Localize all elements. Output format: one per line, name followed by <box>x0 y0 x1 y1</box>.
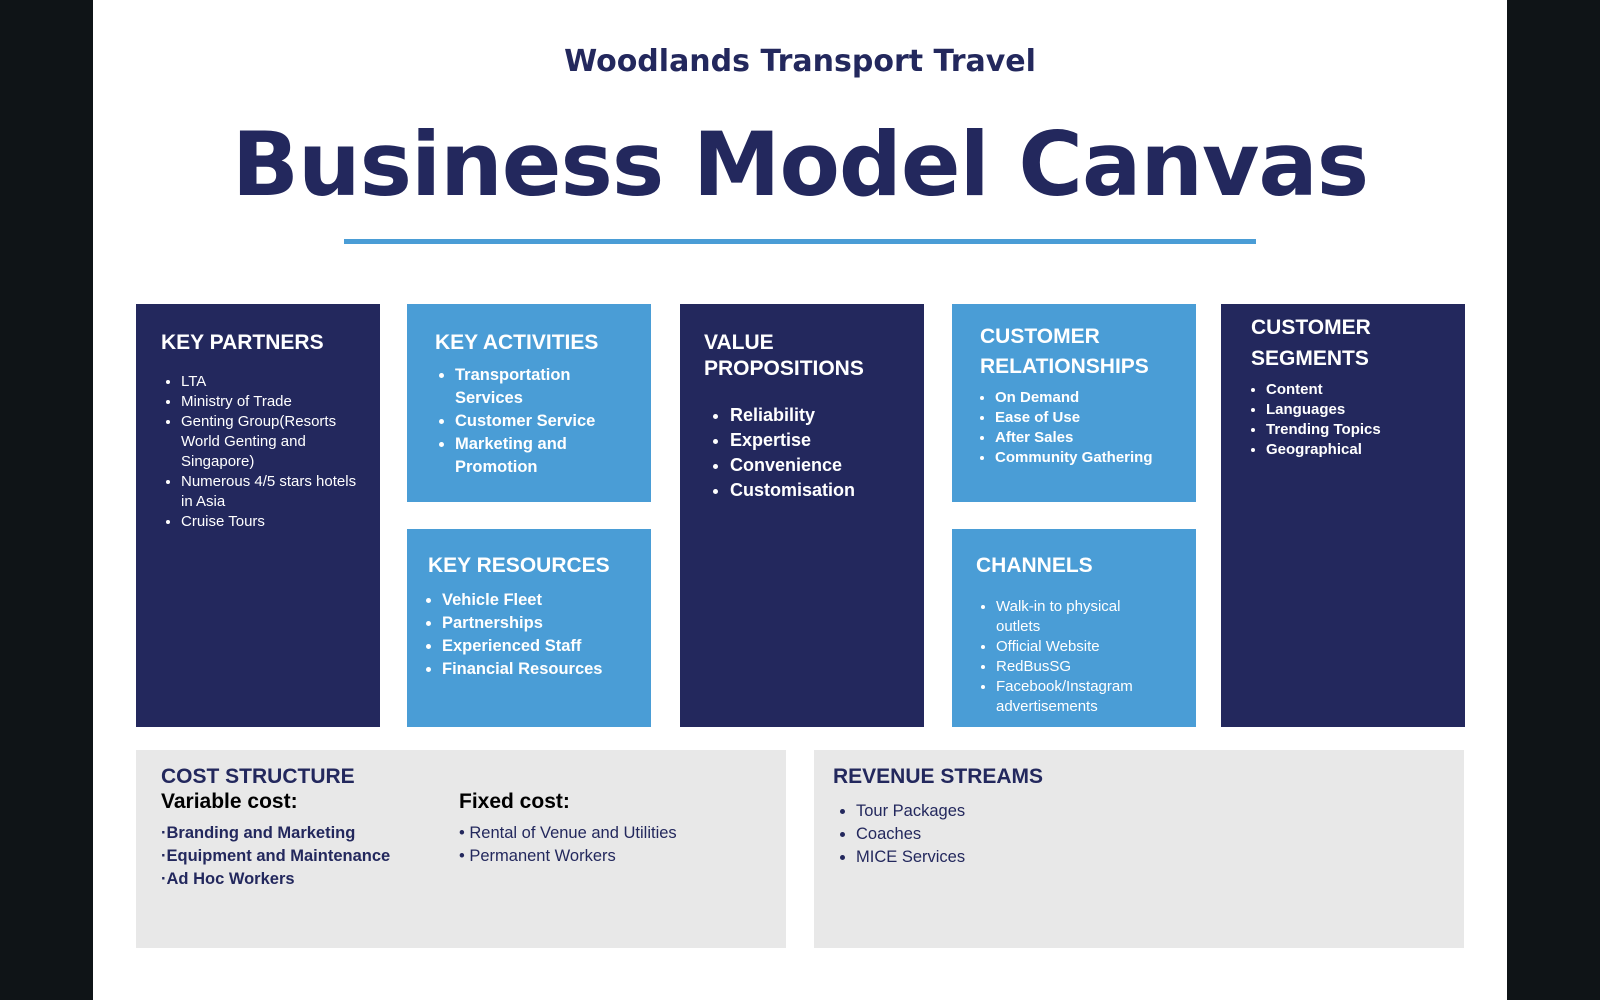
canvas-page: Woodlands Transport Travel Business Mode… <box>93 0 1507 1000</box>
list-item: Partnerships <box>442 612 641 635</box>
key-resources-heading: KEY RESOURCES <box>428 554 610 577</box>
value-propositions-list: Reliability Expertise Convenience Custom… <box>704 403 912 503</box>
key-resources-block: KEY RESOURCES Vehicle Fleet Partnerships… <box>407 529 651 727</box>
revenue-streams-list: Tour Packages Coaches MICE Services <box>833 800 1444 869</box>
list-item: Trending Topics <box>1266 420 1453 440</box>
list-item: Numerous 4/5 stars hotels in Asia <box>181 472 364 512</box>
list-item: Financial Resources <box>442 658 641 681</box>
title-underline <box>344 239 1256 244</box>
variable-cost-column: Variable cost: ·Branding and Marketing ·… <box>161 790 441 891</box>
company-name: Woodlands Transport Travel <box>564 44 1036 79</box>
list-item: Geographical <box>1266 440 1453 460</box>
customer-segments-block: CUSTOMER SEGMENTS Content Languages Tren… <box>1221 304 1465 727</box>
list-item: Cruise Tours <box>181 512 364 532</box>
list-item: Ministry of Trade <box>181 392 364 412</box>
key-partners-list: LTA Ministry of Trade Genting Group(Reso… <box>161 372 364 532</box>
page-title: Business Model Canvas <box>231 113 1369 216</box>
channels-list: Walk-in to physical outlets Official Web… <box>976 597 1166 717</box>
list-item: ·Ad Hoc Workers <box>161 870 295 888</box>
cost-structure-block: COST STRUCTURE Variable cost: ·Branding … <box>136 750 786 948</box>
list-item: Genting Group(Resorts World Genting and … <box>181 412 364 472</box>
list-item: • Permanent Workers <box>459 847 616 865</box>
list-item: Content <box>1266 380 1453 400</box>
cost-structure-heading: COST STRUCTURE <box>161 765 355 788</box>
list-item: Customisation <box>730 478 912 503</box>
customer-relationships-block: CUSTOMER RELATIONSHIPS On Demand Ease of… <box>952 304 1196 502</box>
key-activities-heading: KEY ACTIVITIES <box>435 331 599 354</box>
list-item: Transportation Services <box>455 364 641 410</box>
list-item: Official Website <box>996 637 1166 657</box>
list-item: Marketing and Promotion <box>455 433 641 479</box>
value-propositions-block: VALUE PROPOSITIONS Reliability Expertise… <box>680 304 924 727</box>
revenue-streams-heading: REVENUE STREAMS <box>833 765 1044 788</box>
list-item: Tour Packages <box>856 800 1444 823</box>
list-item: Customer Service <box>455 410 641 433</box>
list-item: MICE Services <box>856 846 1444 869</box>
list-item: On Demand <box>995 388 1186 408</box>
list-item: ·Equipment and Maintenance <box>161 847 391 865</box>
key-activities-block: KEY ACTIVITIES Transportation Services C… <box>407 304 651 502</box>
key-partners-heading: KEY PARTNERS <box>161 331 324 354</box>
customer-segments-list: Content Languages Trending Topics Geogra… <box>1251 380 1453 460</box>
list-item: After Sales <box>995 428 1186 448</box>
list-item: Expertise <box>730 428 912 453</box>
customer-relationships-heading: CUSTOMER RELATIONSHIPS <box>980 325 1149 378</box>
fixed-cost-column: Fixed cost: • Rental of Venue and Utilit… <box>459 790 769 868</box>
key-resources-list: Vehicle Fleet Partnerships Experienced S… <box>428 589 641 681</box>
key-partners-block: KEY PARTNERS LTA Ministry of Trade Genti… <box>136 304 380 727</box>
list-item: Walk-in to physical outlets <box>996 597 1166 637</box>
list-item: Community Gathering <box>995 448 1186 468</box>
list-item: Coaches <box>856 823 1444 846</box>
list-item: LTA <box>181 372 364 392</box>
revenue-streams-block: REVENUE STREAMS Tour Packages Coaches MI… <box>814 750 1464 948</box>
variable-cost-label: Variable cost: <box>161 790 298 813</box>
list-item: Facebook/Instagram advertisements <box>996 677 1166 717</box>
fixed-cost-label: Fixed cost: <box>459 790 570 813</box>
list-item: Languages <box>1266 400 1453 420</box>
channels-heading: CHANNELS <box>976 554 1093 577</box>
list-item: Experienced Staff <box>442 635 641 658</box>
channels-block: CHANNELS Walk-in to physical outlets Off… <box>952 529 1196 727</box>
list-item: ·Branding and Marketing <box>161 824 356 842</box>
list-item: Convenience <box>730 453 912 478</box>
list-item: Vehicle Fleet <box>442 589 641 612</box>
list-item: RedBusSG <box>996 657 1166 677</box>
list-item: Reliability <box>730 403 912 428</box>
list-item: • Rental of Venue and Utilities <box>459 824 677 842</box>
customer-relationships-list: On Demand Ease of Use After Sales Commun… <box>980 388 1186 468</box>
value-propositions-heading: VALUE PROPOSITIONS <box>704 331 864 381</box>
customer-segments-heading: CUSTOMER SEGMENTS <box>1251 316 1371 370</box>
key-activities-list: Transportation Services Customer Service… <box>435 364 641 479</box>
list-item: Ease of Use <box>995 408 1186 428</box>
